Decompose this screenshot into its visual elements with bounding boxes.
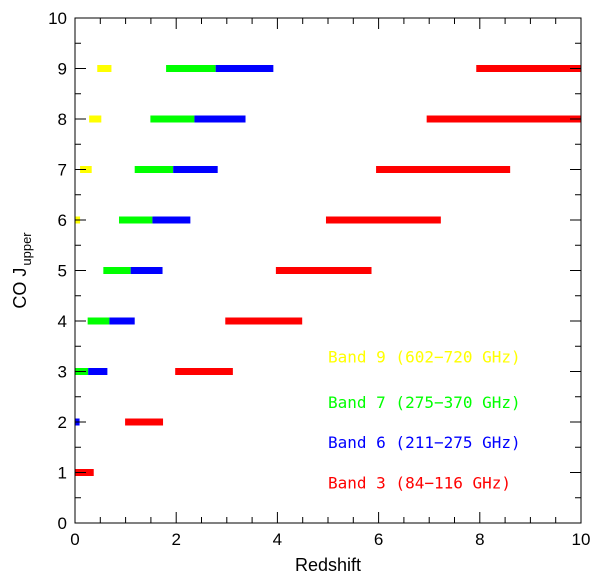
- y-axis-label-subscript: upper: [19, 232, 34, 266]
- bar-series3-j6: [325, 216, 441, 224]
- y-tick-label: 5: [58, 262, 67, 281]
- bar-series3-j9: [476, 65, 581, 72]
- x-tick-label: 8: [475, 530, 484, 549]
- bar-series2-j6: [152, 216, 191, 224]
- bar-series1-j9: [166, 65, 216, 72]
- y-axis-label: CO J upper: [10, 232, 34, 309]
- legend-entry-2: Band 6 (211−275 GHz): [328, 433, 521, 452]
- y-tick-label: 7: [58, 161, 67, 180]
- y-tick-label: 8: [58, 110, 67, 129]
- bar-series0-j9: [97, 65, 112, 72]
- legend-entry-0: Band 9 (602−720 GHz): [328, 347, 521, 366]
- y-tick-label: 9: [58, 60, 67, 79]
- bar-series2-j7: [173, 166, 218, 173]
- ticks-layer: [74, 17, 582, 524]
- bar-series2-j5: [130, 267, 163, 274]
- x-tick-label: 4: [273, 530, 282, 549]
- bar-series3-j4: [225, 317, 303, 325]
- bar-series1-j6: [119, 216, 153, 224]
- bar-series2-j3: [88, 368, 108, 375]
- x-tick-label: 0: [70, 530, 79, 549]
- bar-series2-j9: [215, 65, 274, 72]
- x-tick-label: 10: [572, 530, 591, 549]
- bar-series0-j8: [89, 115, 102, 123]
- bar-series2-j4: [109, 317, 135, 325]
- legend: Band 9 (602−720 GHz) Band 7 (275−370 GHz)…: [328, 347, 521, 492]
- x-tick-label: 2: [171, 530, 180, 549]
- bar-series2-j8: [194, 115, 246, 123]
- bar-series3-j3: [175, 368, 233, 375]
- x-tick-label: 6: [374, 530, 383, 549]
- y-tick-label: 3: [58, 363, 67, 382]
- bar-series3-j5: [275, 267, 372, 274]
- legend-entry-3: Band 3 (84−116 GHz): [328, 474, 511, 493]
- y-tick-label: 4: [58, 312, 67, 331]
- bars-layer: [75, 65, 581, 476]
- tick-labels: 0 2 4 6 8 10 0 1 2 3 4 5 6 7 8 9 10: [48, 9, 590, 549]
- x-axis-label: Redshift: [295, 555, 361, 574]
- y-tick-label: 0: [58, 514, 67, 533]
- bar-series3-j8: [426, 115, 581, 123]
- bar-series1-j5: [103, 267, 131, 274]
- bar-series3-j7: [376, 166, 511, 173]
- bar-series1-j7: [134, 166, 174, 173]
- y-tick-label: 6: [58, 211, 67, 230]
- y-tick-label: 10: [48, 9, 67, 28]
- y-axis-label-main: CO J: [10, 268, 30, 309]
- bar-series1-j8: [150, 115, 195, 123]
- bar-series1-j4: [87, 317, 110, 325]
- legend-entry-1: Band 7 (275−370 GHz): [328, 393, 521, 412]
- y-tick-label: 2: [58, 413, 67, 432]
- bar-series3-j2: [125, 418, 164, 426]
- y-tick-label: 1: [58, 464, 67, 483]
